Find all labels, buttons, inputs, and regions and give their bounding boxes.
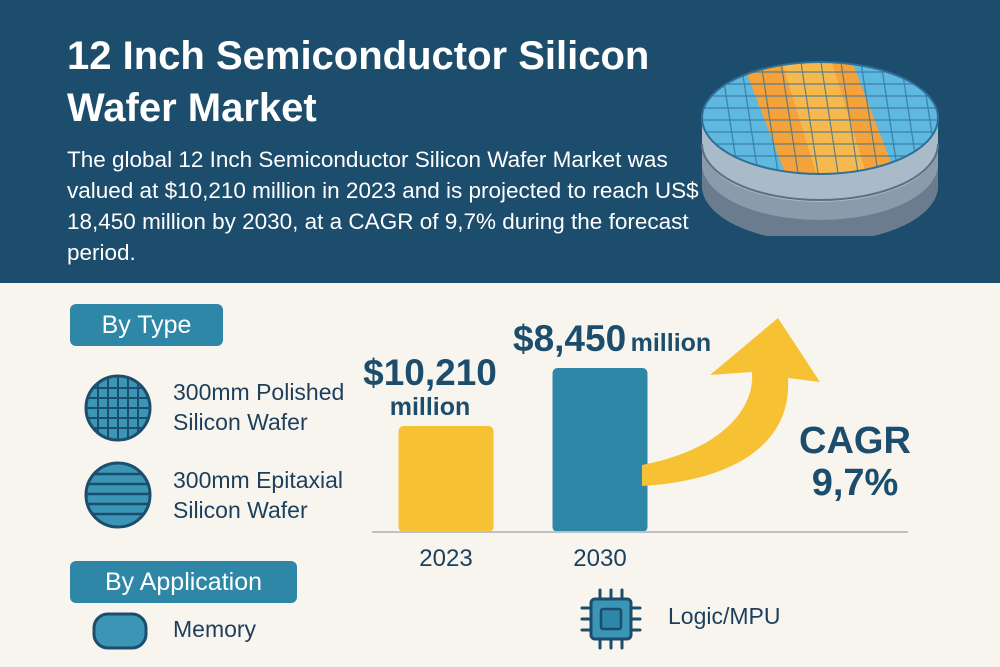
application-item-memory-label: Memory — [173, 616, 257, 642]
by-type-heading: By Type — [70, 304, 223, 346]
by-application-heading: By Application — [70, 561, 297, 603]
application-item-logic-label: Logic/MPU — [668, 603, 781, 629]
x-tick-label-2030: 2030 — [573, 545, 626, 572]
bar-value-label-2030: $8,450 million — [513, 318, 728, 360]
cagr-value: 9,7% — [811, 462, 899, 504]
type-item-epitaxial-label: 300mm Epitaxial Silicon Wafer — [173, 467, 344, 523]
intro-paragraph: The global 12 Inch Semiconductor Silicon… — [67, 147, 699, 265]
bar-value-2023: $10,210 — [363, 352, 497, 393]
cagr-title: CAGR — [799, 420, 911, 462]
bar-unit-2030: million — [630, 329, 712, 357]
chip-icon — [580, 588, 642, 650]
polished-wafer-grid-icon — [84, 374, 152, 442]
cagr-annotation: CAGR 9,7% — [790, 420, 920, 504]
growth-arrow — [642, 318, 820, 486]
bar-value-2030: $8,450 — [513, 318, 627, 359]
header-banner: 12 Inch Semiconductor Silicon Wafer Mark… — [0, 0, 1000, 283]
memory-module-icon — [92, 612, 148, 650]
bar-value-label-2023: $10,210 million — [360, 354, 500, 422]
bar-2030 — [552, 368, 648, 532]
x-tick-label-2023: 2023 — [419, 545, 472, 572]
bar-unit-2023: million — [389, 393, 471, 421]
market-size-bar-chart: 2023 2030 — [372, 318, 908, 572]
epitaxial-wafer-lines-icon — [84, 461, 152, 529]
page-title: 12 Inch Semiconductor Silicon Wafer Mark… — [67, 34, 650, 130]
bar-2023 — [398, 426, 494, 532]
silicon-wafer-icon — [701, 61, 939, 236]
type-item-polished-label: 300mm Polished Silicon Wafer — [173, 379, 345, 435]
